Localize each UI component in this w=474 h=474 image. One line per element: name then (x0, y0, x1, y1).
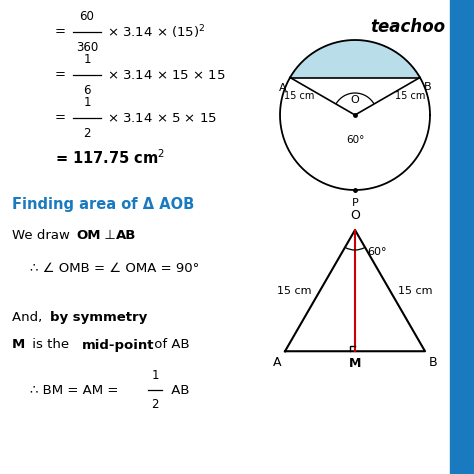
Text: is the: is the (28, 338, 73, 352)
Text: =: = (55, 69, 66, 82)
Text: 60: 60 (80, 10, 94, 23)
Text: OM: OM (76, 228, 100, 241)
Text: P: P (352, 198, 358, 208)
Text: Finding area of Δ AOB: Finding area of Δ AOB (12, 198, 194, 212)
Text: teachoo: teachoo (370, 18, 445, 36)
Text: =: = (55, 26, 66, 38)
Text: B: B (429, 356, 438, 369)
Text: B: B (424, 82, 431, 92)
Text: O: O (350, 209, 360, 222)
Text: = 117.75 cm$^{2}$: = 117.75 cm$^{2}$ (55, 149, 165, 167)
Text: O: O (351, 95, 359, 105)
Polygon shape (290, 40, 420, 78)
Text: AB: AB (116, 228, 137, 241)
Text: by symmetry: by symmetry (50, 311, 147, 325)
Text: 6: 6 (83, 84, 91, 97)
Text: A: A (273, 356, 281, 369)
Text: 60°: 60° (367, 247, 386, 257)
Text: 1: 1 (151, 369, 159, 382)
Text: A: A (278, 82, 286, 92)
Text: 60°: 60° (346, 135, 364, 145)
Text: 1: 1 (83, 53, 91, 66)
Text: $\times$ 3.14 $\times$ 5 $\times$ 15: $\times$ 3.14 $\times$ 5 $\times$ 15 (107, 111, 217, 125)
Text: M: M (349, 357, 361, 370)
Text: 15 cm: 15 cm (398, 286, 432, 296)
Text: ⊥: ⊥ (100, 228, 120, 241)
Text: M: M (12, 338, 25, 352)
Text: 2: 2 (83, 127, 91, 140)
Text: And,: And, (12, 311, 46, 325)
Text: $\times$ 3.14 $\times$ (15)$^{2}$: $\times$ 3.14 $\times$ (15)$^{2}$ (107, 23, 206, 41)
Text: mid-point: mid-point (82, 338, 155, 352)
Text: We draw: We draw (12, 228, 74, 241)
Text: 15 cm: 15 cm (277, 286, 312, 296)
Text: 15 cm: 15 cm (284, 91, 315, 101)
Text: 360: 360 (76, 41, 98, 54)
Text: =: = (55, 111, 66, 125)
Text: ∴ BM = AM =: ∴ BM = AM = (30, 383, 123, 396)
Text: ∴ ∠ OMB = ∠ OMA = 90°: ∴ ∠ OMB = ∠ OMA = 90° (30, 262, 199, 274)
Text: 1: 1 (83, 96, 91, 109)
Text: of AB: of AB (150, 338, 190, 352)
Text: 15 cm: 15 cm (395, 91, 426, 101)
Text: $\times$ 3.14 $\times$ 15 $\times$ 15: $\times$ 3.14 $\times$ 15 $\times$ 15 (107, 69, 226, 82)
Text: AB: AB (167, 383, 190, 396)
Text: 2: 2 (151, 398, 159, 411)
